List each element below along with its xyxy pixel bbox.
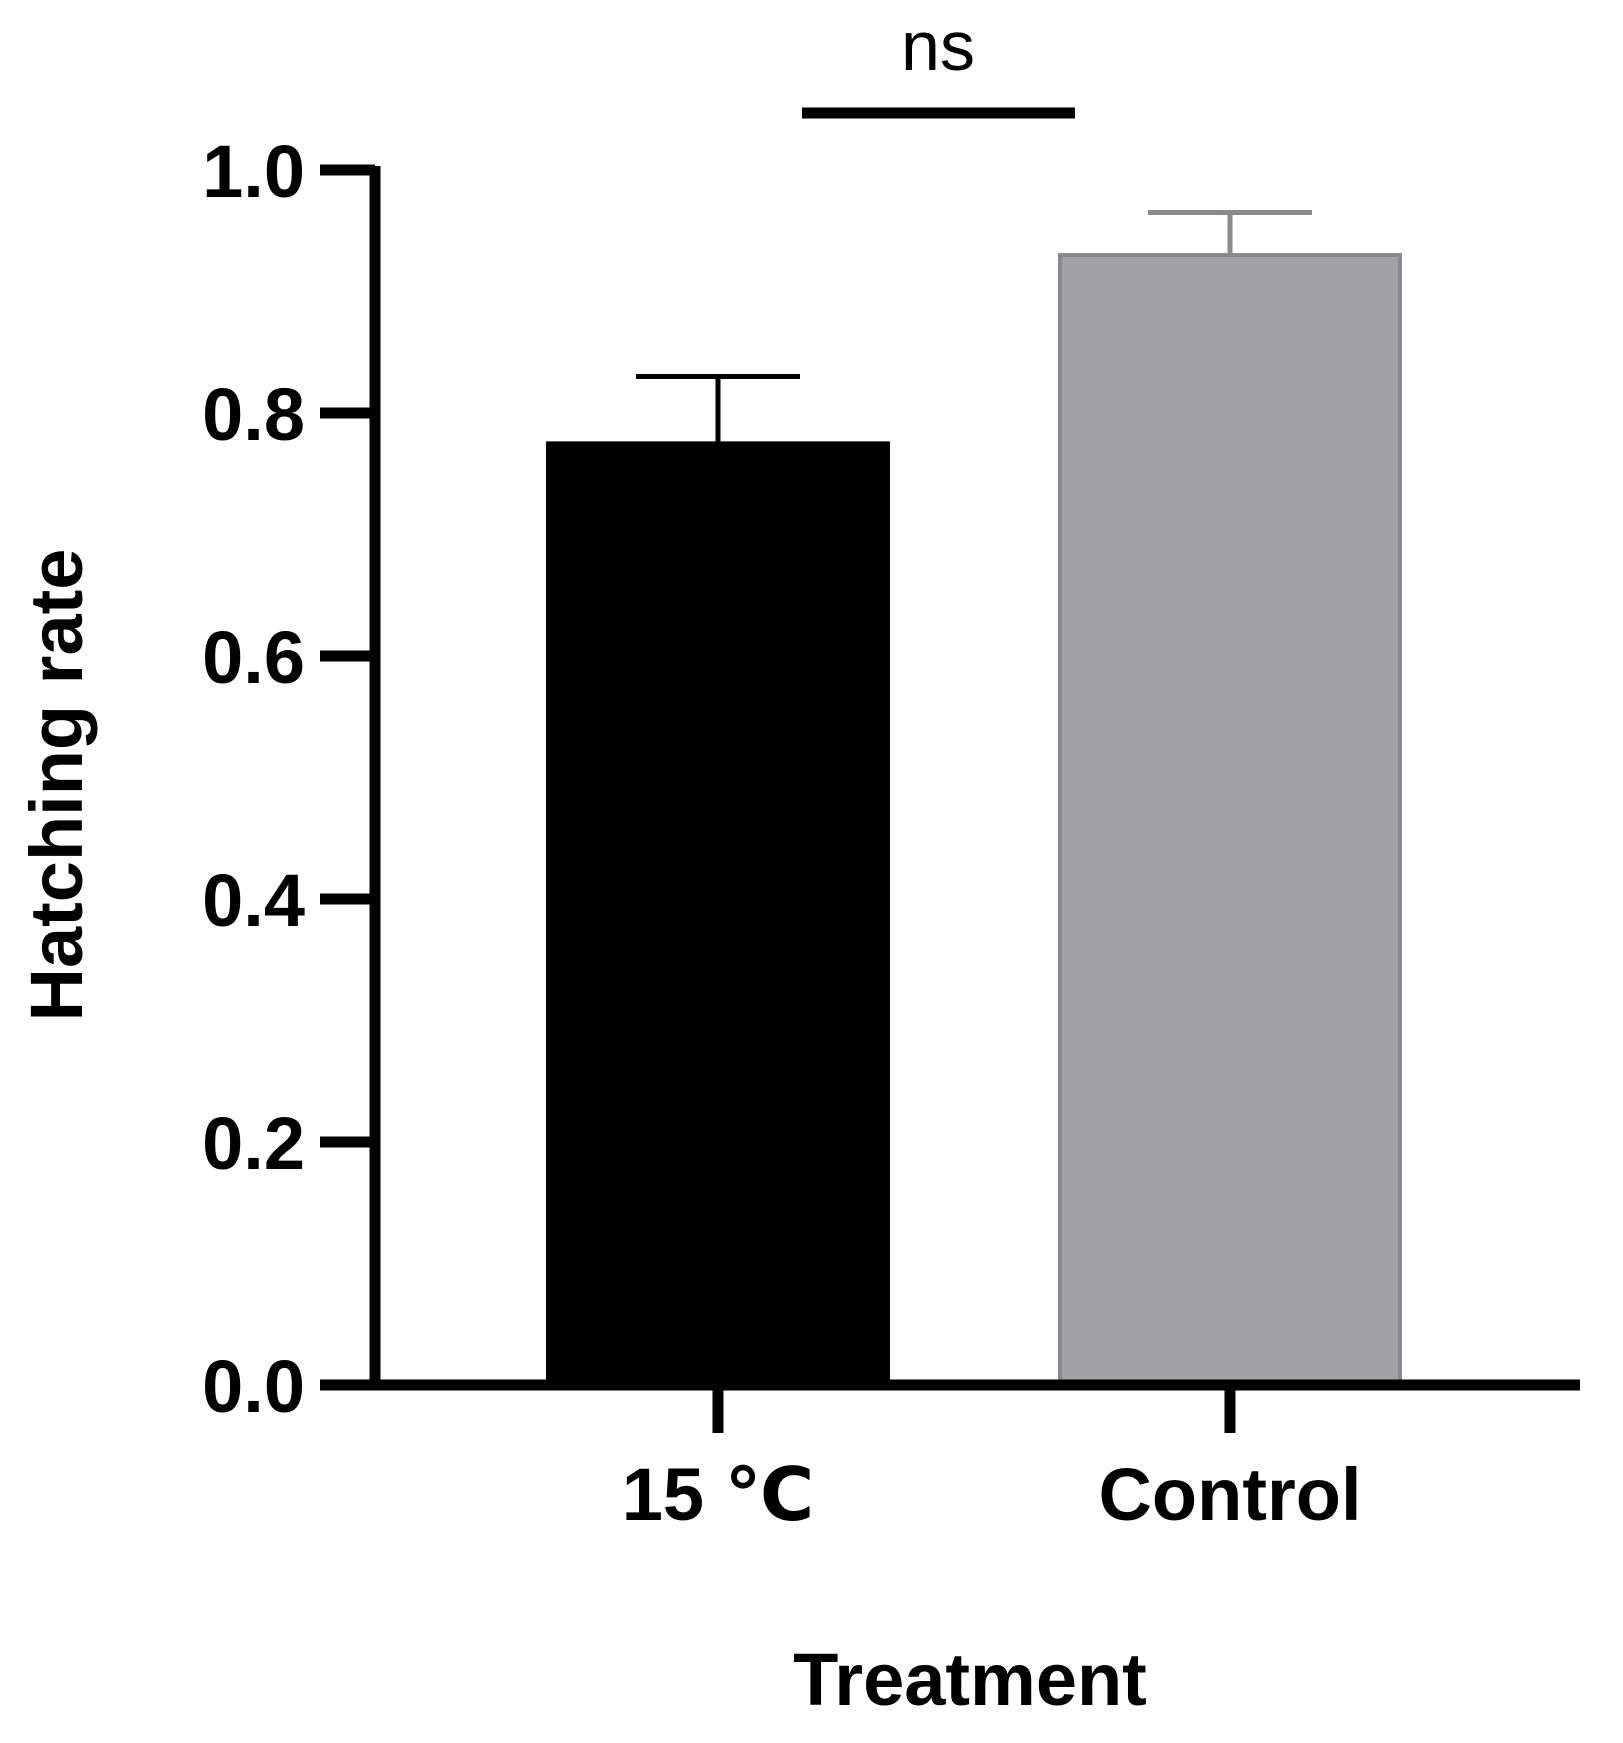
y-tick-label-3: 0.6 xyxy=(202,616,305,699)
bar-2 xyxy=(1058,253,1402,1387)
y-tick-label-4: 0.8 xyxy=(202,373,305,456)
y-tick-label-5: 1.0 xyxy=(202,130,305,213)
significance-label: ns xyxy=(901,7,975,85)
x-tick-label-0: 15 ℃ xyxy=(622,1453,814,1536)
y-tick-label-2: 0.4 xyxy=(202,859,305,942)
bar-1 xyxy=(546,441,890,1387)
x-axis-title: Treatment xyxy=(793,1638,1147,1721)
y-tick-label-0: 0.0 xyxy=(202,1345,305,1428)
x-tick-label-1: Control xyxy=(1098,1453,1361,1536)
y-axis-title: Hatching rate xyxy=(15,549,98,1022)
y-tick-label-1: 0.2 xyxy=(202,1102,305,1185)
